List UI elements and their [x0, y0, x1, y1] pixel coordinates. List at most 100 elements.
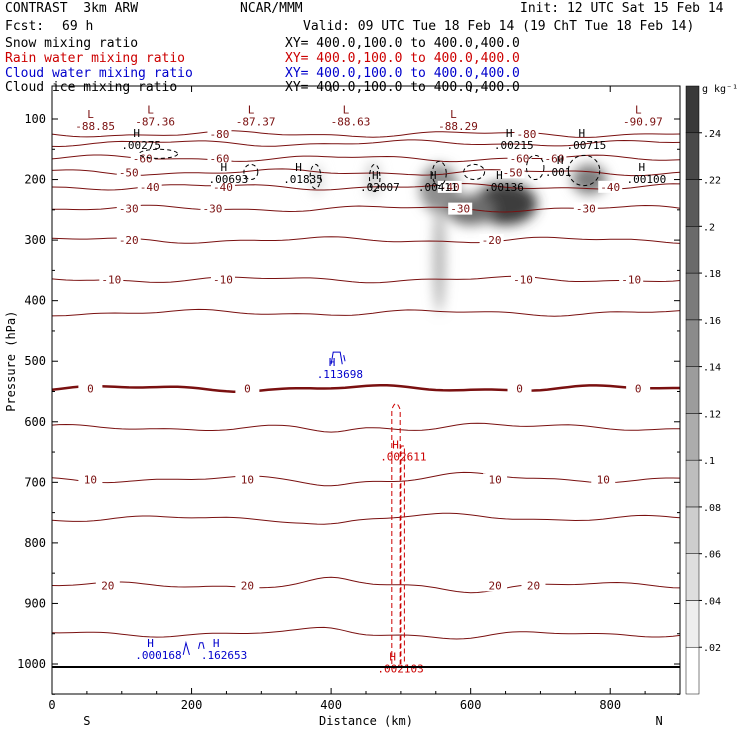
temp-contour-label: 20 [101, 579, 114, 592]
marker-value: .00715 [566, 139, 606, 152]
temp-contour-label: 0 [244, 382, 251, 395]
temp-contour-label: 10 [241, 473, 254, 486]
temp-contour-label: -60 [510, 152, 530, 165]
y-tick-label: 1000 [17, 657, 46, 671]
marker-value: .002103 [377, 662, 423, 675]
temp-label-bg [507, 152, 532, 165]
low-marker: L [147, 104, 154, 117]
legend-snow-label: Snow mixing ratio [5, 36, 139, 51]
colorbar-tick-label: .04 [703, 596, 721, 607]
colorbar: .02 .04 .06 .08 .1 .12 .14 .16 .18 .2 .22 .24 g kg⁻¹ [685, 84, 738, 695]
marker-value: .00411 [418, 181, 458, 194]
colorbar-segment [685, 553, 700, 601]
low-marker: L [87, 108, 94, 121]
y-tick-label: 200 [24, 173, 46, 187]
temp-contour [51, 471, 681, 487]
high-marker: H [133, 127, 140, 140]
temp-label-bg [448, 202, 473, 215]
marker-value: .002611 [380, 450, 426, 463]
marker-value: -87.36 [135, 116, 175, 129]
temp-contour-label: -40 [600, 181, 620, 194]
temp-label-bg [99, 273, 124, 286]
colorbar-segment [685, 226, 700, 274]
snow-contour [243, 163, 259, 181]
temp-contour-label: -80 [210, 128, 230, 141]
colorbar-segment [685, 85, 700, 134]
marker-value: .113698 [317, 368, 363, 381]
colorbar-segment [685, 179, 700, 227]
colorbar-tick-label: .06 [703, 550, 721, 561]
colorbar-segment [685, 319, 700, 367]
high-marker: H [372, 169, 379, 182]
x-end-label-right: N [655, 714, 662, 728]
temp-contour-label: 20 [527, 579, 540, 592]
marker-value: .00136 [484, 181, 524, 194]
y-tick-label: 900 [24, 596, 46, 610]
legend-rain-label: Rain water mixing ratio [5, 51, 186, 66]
temp-label-bg [207, 152, 232, 165]
legend-cloud-water-xy: XY= 400.0,100.0 to 400.0,400.0 [285, 66, 520, 81]
temp-label-bg [479, 234, 504, 247]
marker-value: -88.63 [331, 116, 371, 129]
temp-label-bg [207, 128, 232, 141]
low-marker: L [248, 104, 255, 117]
temp-contour-label: -20 [119, 234, 139, 247]
y-tick-label: 600 [24, 415, 46, 429]
temp-contour-label: -10 [513, 273, 533, 286]
high-marker: H [295, 161, 302, 174]
colorbar-segment [685, 600, 700, 648]
colorbar-segment [685, 366, 700, 414]
temp-contour-label: 20 [241, 579, 254, 592]
colorbar-tick-label: .16 [703, 316, 721, 327]
temp-contour [51, 576, 681, 594]
marker-value: -88.29 [438, 120, 478, 133]
temp-label-bg [235, 579, 260, 592]
valid-label: Valid: 09 UTC Tue 18 Feb 14 (19 ChT Tue … [303, 19, 695, 34]
temp-label-bg [542, 152, 567, 165]
x-end-label-left: S [83, 714, 90, 728]
temp-contour-label: -10 [101, 273, 121, 286]
temp-contour-label: -40 [140, 181, 160, 194]
low-marker: L [343, 104, 350, 117]
legend-cloud-ice-label: Cloud ice mixing ratio [5, 80, 178, 95]
high-marker: H [496, 169, 503, 182]
colorbar-unit: g kg⁻¹ [702, 84, 738, 95]
temp-label-bg [573, 202, 598, 215]
temp-label-bg [483, 473, 508, 486]
temp-label-bg [507, 382, 532, 395]
legend-cloud-ice-xy: XY= 400.0,100.0 to 400.0,400.0 [285, 80, 520, 95]
marker-value: .162653 [201, 649, 247, 662]
x-tick-label: 800 [599, 698, 621, 712]
init-label: Init: 12 UTC Sat 15 Feb 14 [520, 1, 724, 16]
temp-contour-label: 0 [516, 382, 523, 395]
temp-contour [51, 130, 681, 138]
fcst-label: Fcst: [5, 19, 45, 34]
temp-contour-label: -80 [517, 128, 537, 141]
rain-contour [400, 445, 405, 664]
legend-cloud-water-label: Cloud water mixing ratio [5, 66, 193, 81]
x-tick-label: 600 [460, 698, 482, 712]
marker-value: .02007 [360, 181, 400, 194]
low-marker: L [635, 104, 642, 117]
temp-contour-label: 10 [84, 473, 97, 486]
legend-rain-xy: XY= 400.0,100.0 to 400.0,400.0 [285, 51, 520, 66]
colorbar-tick-label: .18 [703, 269, 721, 280]
y-tick-label: 100 [24, 112, 46, 126]
temp-label-bg [130, 152, 155, 165]
high-marker: H [329, 356, 336, 369]
x-tick-label: 400 [320, 698, 342, 712]
temp-label-bg [116, 234, 141, 247]
temp-contour-label: -60 [210, 152, 230, 165]
temp-contour-label: 20 [488, 579, 501, 592]
marker-value: -88.85 [75, 120, 115, 133]
mixing-ratio-contours [138, 148, 601, 664]
temp-contour-label: 10 [488, 473, 501, 486]
ice-blob [571, 164, 607, 195]
colorbar-tick-label: .24 [703, 129, 721, 140]
colorbar-tick-label: .22 [703, 176, 721, 187]
high-marker: H [147, 637, 154, 650]
temp-contour-label: -20 [482, 234, 502, 247]
colorbar-tick-label: .02 [703, 643, 721, 654]
x-tick-label: 0 [48, 698, 55, 712]
legend-snow-xy: XY= 400.0,100.0 to 400.0,400.0 [285, 36, 520, 51]
